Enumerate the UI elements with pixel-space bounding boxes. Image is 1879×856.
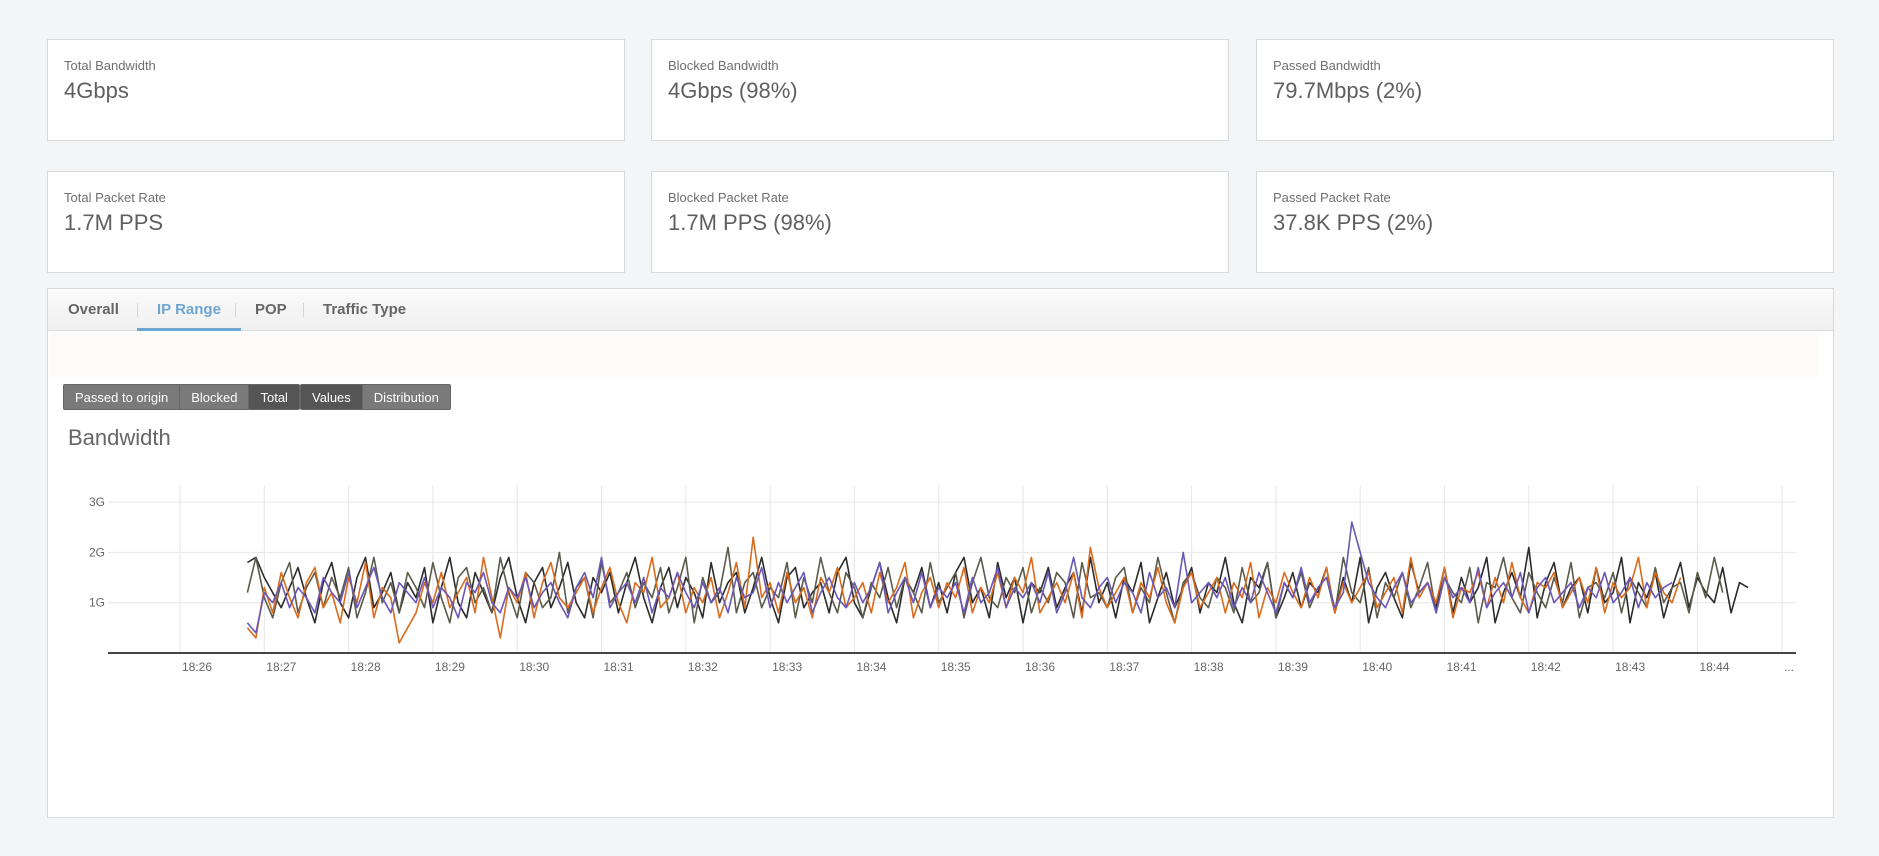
stat-card-blocked-bandwidth: Blocked Bandwidth 4Gbps (98%) [651, 39, 1229, 141]
traffic-filter-group: Passed to origin Blocked Total [63, 384, 300, 410]
stat-card-blocked-packet-rate: Blocked Packet Rate 1.7M PPS (98%) [651, 171, 1229, 273]
tab-pop[interactable]: POP [255, 301, 287, 318]
series-line-3 [246, 536, 1682, 644]
passed-to-origin-button[interactable]: Passed to origin [63, 384, 181, 410]
x-tick-label: 18:30 [519, 660, 549, 674]
x-tick-label: 18:34 [856, 660, 886, 674]
x-tick-label: 18:38 [1194, 660, 1224, 674]
x-tick-label: 18:29 [435, 660, 465, 674]
x-tick-label: 18:35 [941, 660, 971, 674]
stat-value: 4Gbps (98%) [668, 78, 798, 103]
stat-value: 1.7M PPS (98%) [668, 210, 832, 235]
stat-value: 79.7Mbps (2%) [1273, 78, 1423, 103]
stat-label: Blocked Packet Rate [668, 190, 789, 205]
stat-label: Total Bandwidth [64, 58, 156, 73]
chart-title: Bandwidth [68, 425, 171, 450]
filter-stripe [50, 333, 1819, 377]
stat-card-total-packet-rate: Total Packet Rate 1.7M PPS [47, 171, 625, 273]
distribution-button[interactable]: Distribution [362, 384, 451, 410]
x-tick-label: ... [1784, 660, 1794, 674]
total-button[interactable]: Total [249, 384, 300, 410]
tab-traffic-type[interactable]: Traffic Type [323, 301, 407, 318]
y-tick-label: 2G [89, 545, 105, 559]
x-tick-label: 18:37 [1109, 660, 1139, 674]
x-tick-label: 18:41 [1447, 660, 1477, 674]
x-tick-label: 18:28 [351, 660, 381, 674]
x-tick-label: 18:36 [1025, 660, 1055, 674]
bandwidth-chart: 1G 2G 3G 18:26 18:27 18:28 18:29 18:30 18:31 18:3… [89, 485, 1796, 674]
tab-separator [137, 303, 138, 317]
stat-label: Blocked Bandwidth [668, 58, 779, 73]
tab-bar: Overall IP Range POP Traffic Type [48, 289, 1833, 331]
x-tick-label: 18:40 [1362, 660, 1392, 674]
y-tick-label: 3G [89, 495, 105, 509]
tab-ip-range[interactable]: IP Range [137, 289, 241, 331]
tab-separator [303, 303, 304, 317]
x-tick-label: 18:39 [1278, 660, 1308, 674]
series-line-4 [246, 521, 1673, 634]
stat-card-passed-packet-rate: Passed Packet Rate 37.8K PPS (2%) [1256, 171, 1834, 273]
x-tick-label: 18:31 [604, 660, 634, 674]
stat-card-total-bandwidth: Total Bandwidth 4Gbps [47, 39, 625, 141]
x-tick-label: 18:32 [688, 660, 718, 674]
x-tick-label: 18:26 [182, 660, 212, 674]
x-tick-label: 18:42 [1531, 660, 1561, 674]
stat-label: Total Packet Rate [64, 190, 166, 205]
stat-card-passed-bandwidth: Passed Bandwidth 79.7Mbps (2%) [1256, 39, 1834, 141]
tab-overall[interactable]: Overall [68, 301, 119, 318]
stat-value: 4Gbps [64, 78, 129, 103]
x-tick-label: 18:27 [266, 660, 296, 674]
stat-value: 1.7M PPS [64, 210, 164, 235]
tab-separator [235, 303, 236, 317]
chart-panel: Overall IP Range POP Traffic Type Passed… [47, 288, 1834, 818]
stat-value: 37.8K PPS (2%) [1273, 210, 1434, 235]
view-mode-group: Values Distribution [300, 384, 451, 410]
blocked-button[interactable]: Blocked [180, 384, 250, 410]
stat-label: Passed Packet Rate [1273, 190, 1391, 205]
stat-label: Passed Bandwidth [1273, 58, 1381, 73]
x-tick-label: 18:33 [772, 660, 802, 674]
values-button[interactable]: Values [300, 384, 363, 410]
y-tick-label: 1G [89, 596, 105, 610]
series-line-1 [246, 546, 1749, 624]
x-tick-label: 18:43 [1615, 660, 1645, 674]
x-tick-label: 18:44 [1699, 660, 1729, 674]
